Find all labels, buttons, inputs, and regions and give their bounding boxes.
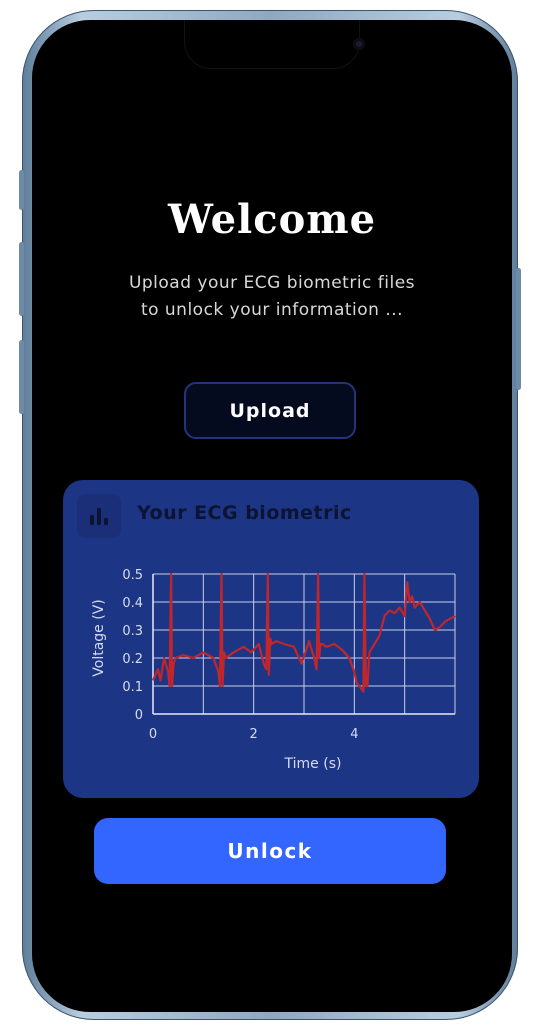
welcome-subtitle: Upload your ECG biometric files to unloc… — [92, 270, 452, 324]
volume-down-button — [19, 340, 24, 414]
app-screen: Welcome Upload your ECG biometric files … — [32, 20, 512, 1012]
camera-icon — [353, 38, 365, 50]
y-tick-label: 0.5 — [122, 568, 143, 583]
welcome-title: Welcome — [167, 196, 377, 243]
upload-button[interactable]: Upload — [184, 382, 356, 439]
y-tick-label: 0 — [135, 708, 143, 723]
ecg-card: Your ECG biometric 0 0.1 0.2 0.3 0.4 0.5 0 2 4 T… — [63, 480, 479, 798]
y-tick-label: 0.3 — [122, 624, 143, 639]
x-axis-label: Time (s) — [284, 756, 342, 772]
subtitle-line-2: to unlock your information ... — [140, 300, 404, 320]
notch — [185, 20, 365, 68]
x-tick-label: 0 — [149, 727, 157, 742]
y-axis-label: Voltage (V) — [91, 599, 107, 676]
power-button — [516, 268, 521, 390]
ecg-series-line — [151, 572, 456, 693]
unlock-button[interactable]: Unlock — [94, 818, 446, 884]
x-tick-label: 2 — [250, 727, 258, 742]
y-tick-label: 0.4 — [122, 596, 143, 611]
x-tick-label: 4 — [350, 727, 358, 742]
card-title: Your ECG biometric — [137, 502, 352, 524]
ecg-chart: 0 0.1 0.2 0.3 0.4 0.5 0 2 4 Time (s) Voltage (V) — [91, 568, 456, 772]
volume-up-button — [19, 242, 24, 316]
y-tick-label: 0.2 — [122, 652, 143, 667]
subtitle-line-1: Upload your ECG biometric files — [128, 273, 416, 293]
mute-switch — [19, 170, 24, 210]
bar-chart-icon — [77, 494, 121, 538]
y-tick-label: 0.1 — [122, 680, 143, 695]
